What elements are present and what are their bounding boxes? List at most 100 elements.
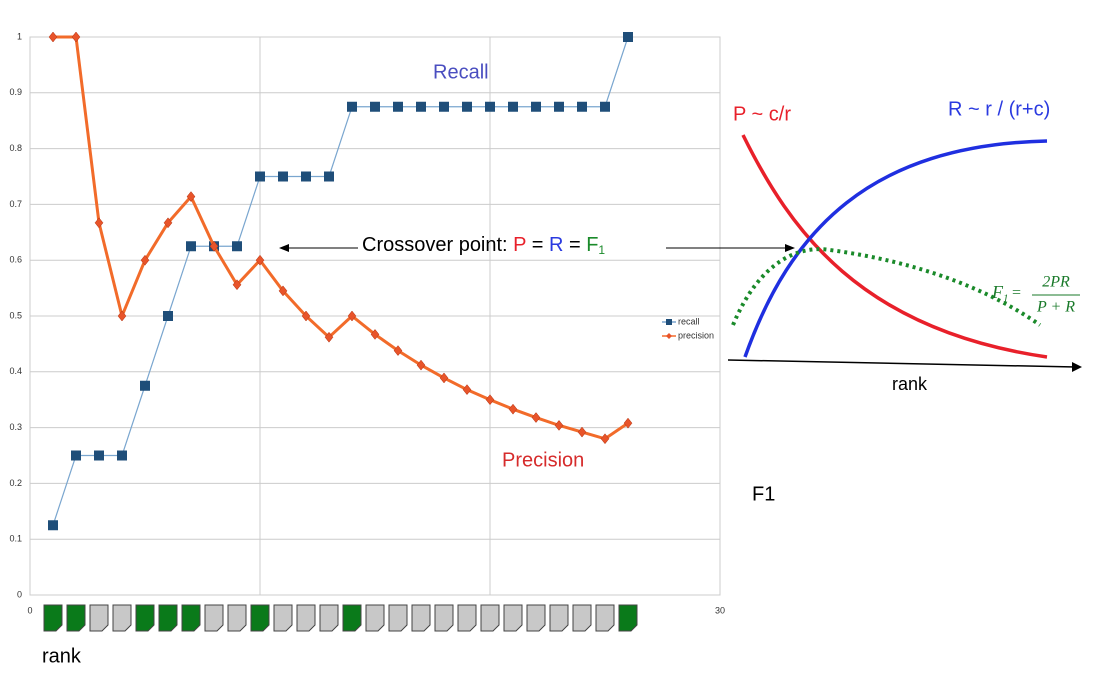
relevance-tag: [480, 604, 500, 632]
precision-marker: [347, 310, 357, 322]
precision-marker: [531, 412, 541, 423]
y-tick-label: 0.8: [9, 143, 22, 153]
relevance-tag: [549, 604, 569, 632]
precision-marker: [255, 254, 265, 266]
relevance-tag: [572, 604, 592, 632]
relevance-tag: [503, 604, 523, 632]
recall-marker: [140, 380, 150, 391]
y-tick-label: 0.6: [9, 255, 22, 265]
precision-marker: [393, 345, 403, 356]
recall-marker: [347, 101, 357, 112]
f1-formula: F 1 = 2PR P + R: [991, 274, 1080, 316]
f1-subscript: 1: [1003, 293, 1009, 305]
diagram-axis-arrow: [1072, 362, 1082, 372]
recall-marker: [393, 101, 403, 112]
legend-marker: [666, 319, 672, 325]
y-tick-label: 0.3: [9, 422, 22, 432]
crossover-f: F: [586, 234, 598, 256]
f1-numerator: 2PR: [1042, 274, 1070, 291]
precision-marker: [232, 279, 242, 291]
f1-equals: =: [1012, 285, 1021, 302]
precision-marker: [71, 31, 81, 43]
precision-marker: [600, 433, 610, 445]
crossover-label: Crossover point: P = R = F1: [362, 234, 605, 257]
recall-marker: [324, 171, 334, 182]
relevance-tag: [342, 604, 362, 632]
recall-marker: [462, 101, 472, 112]
precision-marker: [485, 394, 495, 406]
crossover-p: P: [513, 234, 526, 256]
precision-marker: [623, 417, 633, 429]
relevance-tag: [365, 604, 385, 632]
crossover-eq: =: [563, 234, 586, 256]
legend-label: precision: [678, 330, 714, 340]
relevance-tag: [204, 604, 224, 632]
recall-marker: [577, 101, 587, 112]
crossover-text: Crossover point:: [362, 234, 513, 256]
relevance-tag: [135, 604, 155, 632]
recall-marker: [508, 101, 518, 112]
f1-symbol: F: [991, 282, 1004, 302]
relevance-tag: [181, 604, 201, 632]
precision-marker: [117, 310, 127, 322]
recall-marker: [301, 171, 311, 182]
diagram-axis: [727, 359, 1077, 368]
recall-marker: [163, 311, 173, 321]
x-tick-label: 30: [715, 605, 725, 615]
relevance-tag: [434, 604, 454, 632]
recall-marker: [94, 450, 104, 461]
crossover-eq: =: [526, 234, 549, 256]
crossover-arrowhead-left: [279, 244, 289, 252]
precision-marker: [140, 254, 150, 266]
relevance-tag: [457, 604, 477, 632]
precision-marker: [508, 403, 518, 415]
recall-marker: [232, 241, 242, 252]
relevance-tag: [158, 604, 178, 632]
precision-marker: [370, 329, 380, 340]
legend-marker: [666, 333, 672, 339]
precision-annotation: Precision: [502, 449, 584, 471]
y-tick-label: 0.2: [9, 478, 22, 488]
legend-label: recall: [678, 316, 700, 326]
recall-marker: [117, 450, 127, 461]
relevance-tag: [89, 604, 109, 632]
crossover-arrowhead-right: [785, 244, 795, 252]
y-tick-label: 0.5: [9, 310, 22, 320]
y-tick-label: 0.1: [9, 534, 22, 544]
x-tick-label: 0: [27, 605, 32, 615]
recall-marker: [485, 101, 495, 112]
recall-marker: [278, 171, 288, 182]
precision-marker: [186, 191, 196, 202]
f1-curve: [731, 247, 1042, 327]
recall-marker: [416, 101, 426, 112]
p-label: P ~ c/r: [733, 103, 791, 125]
precision-marker: [324, 331, 334, 343]
precision-marker: [278, 285, 288, 297]
plot: 00.10.20.30.40.50.60.70.80.910102030reca…: [9, 31, 725, 632]
precision-marker: [439, 372, 449, 384]
relevance-tag: [319, 604, 339, 632]
x-axis-label: rank: [42, 645, 82, 667]
precision-marker: [301, 310, 311, 322]
precision-curve: [741, 134, 1048, 359]
recall-marker: [600, 101, 610, 112]
precision-marker: [209, 240, 219, 252]
relevance-tag: [43, 604, 63, 632]
recall-marker: [554, 101, 564, 112]
recall-marker: [255, 171, 265, 182]
precision-marker: [554, 419, 564, 431]
precision-marker: [577, 426, 587, 438]
relevance-tag: [618, 604, 638, 632]
y-tick-label: 1: [17, 31, 22, 41]
y-tick-label: 0.4: [9, 366, 22, 376]
relevance-tag: [526, 604, 546, 632]
relevance-tag: [112, 604, 132, 632]
crossover-r: R: [549, 234, 563, 256]
relevance-tag: [388, 604, 408, 632]
precision-marker: [462, 384, 472, 396]
relevance-tag: [273, 604, 293, 632]
recall-marker: [439, 101, 449, 112]
recall-marker: [48, 520, 58, 531]
relevance-tag: [227, 604, 247, 632]
y-tick-label: 0.9: [9, 87, 22, 97]
